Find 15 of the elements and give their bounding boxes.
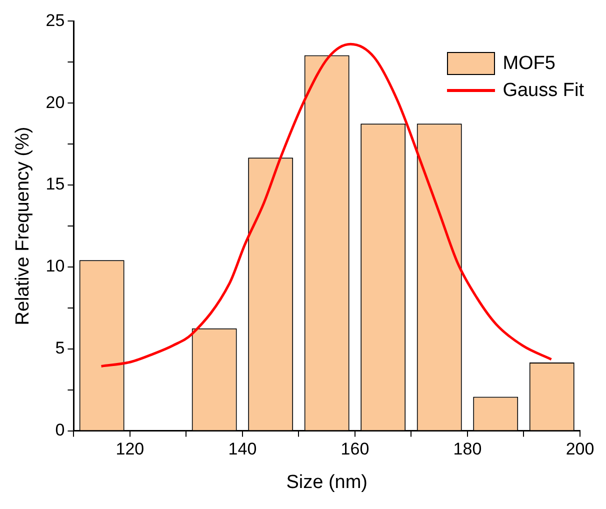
x-tick-label: 120 xyxy=(116,440,144,459)
x-tick-label: 200 xyxy=(566,440,594,459)
x-tick-label: 140 xyxy=(228,440,257,459)
y-tick-label: 15 xyxy=(46,174,65,194)
legend-label: Gauss Fit xyxy=(502,79,584,103)
x-axis-title: Size (nm) xyxy=(286,472,368,493)
legend-label: MOF5 xyxy=(502,52,556,76)
x-tick-label: 160 xyxy=(340,440,370,459)
y-tick-label: 20 xyxy=(46,92,65,112)
y-axis-title: Relative Frequency (%) xyxy=(12,126,34,326)
y-tick-label: 25 xyxy=(46,10,65,30)
y-tick-label: 10 xyxy=(46,256,65,276)
x-tick-label: 180 xyxy=(453,440,482,459)
y-tick-label: 5 xyxy=(55,338,65,358)
y-tick-label: 0 xyxy=(55,420,65,440)
